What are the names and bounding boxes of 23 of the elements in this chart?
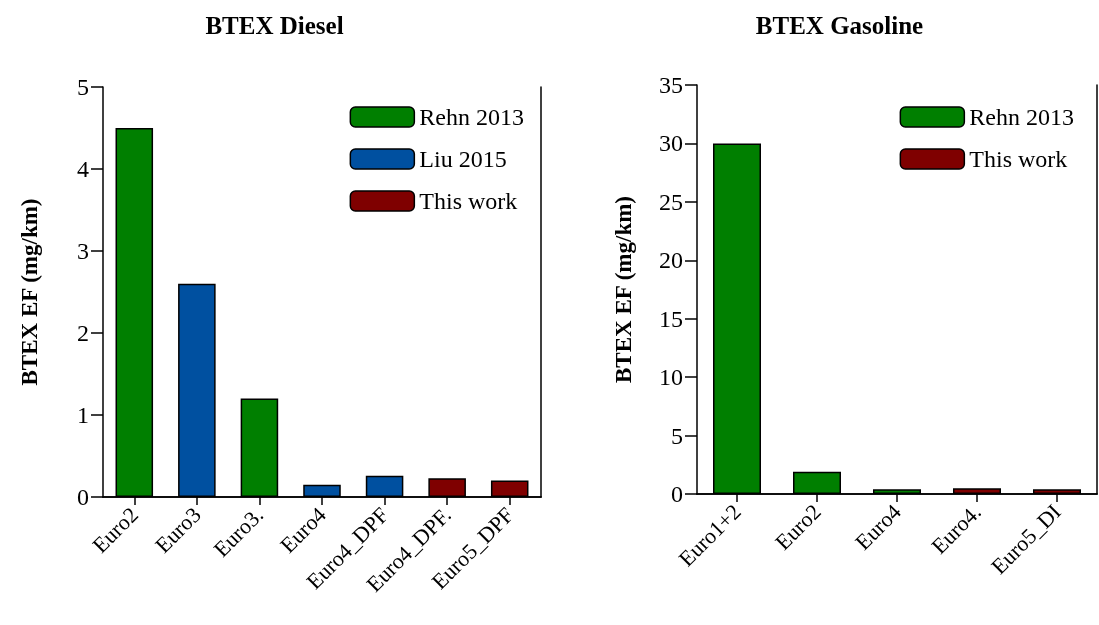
y-tick-label: 20 [659, 247, 683, 274]
y-tick-label: 35 [659, 72, 683, 98]
y-axis-title: BTEX EF (mg/km) [17, 198, 42, 386]
y-tick-label: 5 [77, 74, 89, 100]
legend-label: Rehn 2013 [969, 104, 1075, 130]
y-tick-label: 2 [77, 320, 89, 346]
y-axis-title: BTEX EF (mg/km) [611, 196, 636, 383]
y-tick-label: 10 [659, 364, 683, 391]
y-tick-label: 15 [659, 305, 683, 332]
chart-title: BTEX Diesel [205, 12, 344, 39]
legend-label: Rehn 2013 [419, 104, 525, 130]
y-tick-label: 0 [77, 484, 89, 510]
legend-label: Liu 2015 [419, 146, 507, 172]
y-tick-label: 25 [659, 188, 683, 215]
legend-label: This work [969, 146, 1068, 172]
y-tick-label: 3 [77, 238, 89, 264]
y-tick-label: 5 [671, 422, 683, 449]
y-tick-label: 1 [77, 402, 89, 428]
legend-label: This work [419, 188, 518, 214]
y-tick-label: 4 [77, 156, 89, 182]
chart-title: BTEX Gasoline [755, 12, 924, 39]
y-tick-label: 0 [671, 481, 683, 507]
y-tick-label: 30 [659, 130, 683, 157]
